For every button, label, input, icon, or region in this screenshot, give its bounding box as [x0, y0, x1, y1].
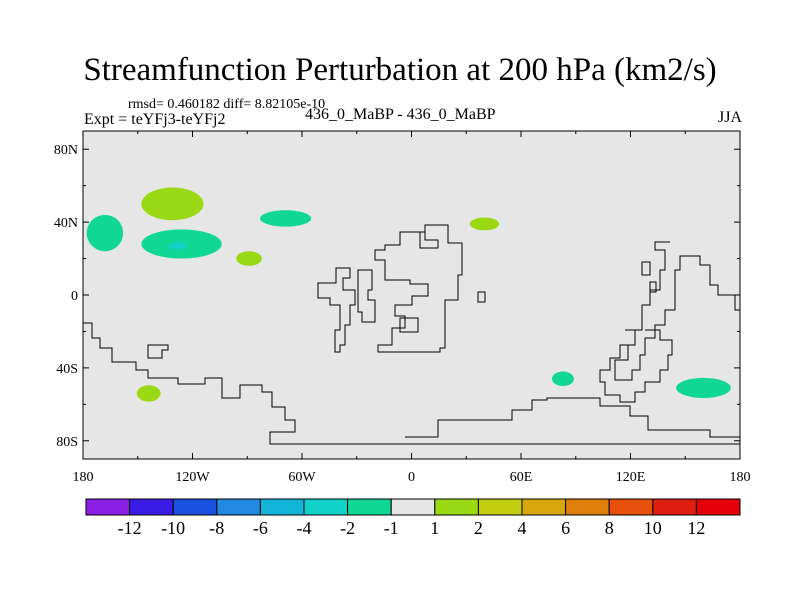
- anomaly-layer: [86, 187, 731, 402]
- anomaly-region-5: [260, 210, 312, 227]
- coastline-indonesia: [614, 241, 740, 381]
- x-tick-label: 180: [73, 470, 94, 485]
- colorbar-box: [390, 498, 436, 516]
- colorbar-label: -4: [297, 518, 312, 538]
- coastline-mediterranean: [419, 231, 439, 249]
- x-tick-label: 0: [408, 470, 415, 485]
- anomaly-region-1: [141, 187, 204, 221]
- anomaly-region-10: [676, 377, 731, 398]
- colorbar-label: 2: [474, 518, 483, 538]
- coastline-south-america: [317, 267, 356, 353]
- anomaly-region-9: [552, 371, 574, 387]
- coastline-island: [649, 281, 657, 293]
- colorbar-box: [347, 498, 392, 516]
- coastlines: [82, 224, 741, 445]
- anomaly-region-7: [469, 217, 500, 231]
- colorbar-label: -2: [340, 518, 355, 538]
- colorbar-label: -6: [253, 518, 268, 538]
- colorbar-box: [216, 498, 261, 516]
- season-label: JJA: [717, 109, 742, 126]
- coastline-japan: [641, 261, 651, 276]
- coastline-antarctica: [82, 311, 741, 445]
- coastline-east-south-america: [357, 269, 376, 323]
- colorbar-box: [172, 498, 218, 516]
- coastline-africa: [374, 224, 463, 353]
- x-tick-label: 120E: [616, 470, 646, 485]
- colorbar-box: [608, 498, 654, 516]
- colorbar-label: 6: [561, 518, 570, 538]
- colorbar-box: [259, 498, 305, 516]
- axis-ticks: 180 120W 60W 0 60E 120E 180 80N 40N 0 40S 80S: [54, 131, 751, 485]
- y-tick-label: 0: [71, 289, 78, 304]
- anomaly-region-2: [86, 214, 124, 252]
- colorbar-box: [477, 498, 523, 516]
- x-tick-label: 60W: [288, 470, 316, 485]
- colorbar-box: [695, 498, 741, 516]
- anomaly-region-8: [136, 385, 161, 402]
- colorbar-label: -1: [384, 518, 399, 538]
- colorbar-box: [85, 498, 131, 516]
- colorbar-box: [434, 498, 479, 516]
- colorbar-box: [652, 498, 697, 516]
- coastline-madagascar: [399, 317, 419, 333]
- colorbar-box: [303, 498, 349, 516]
- experiment-label: Expt = teYFj3-teYFj2: [84, 111, 226, 128]
- case-label: 436_0_MaBP - 436_0_MaBP: [305, 106, 496, 123]
- colorbar: -12 -10 -8 -6 -4 -2 -1 1 2 4 6 8 10 12: [85, 498, 741, 538]
- colorbar-label: 4: [518, 518, 527, 538]
- colorbar-label: -10: [161, 518, 185, 538]
- colorbar-label: 10: [644, 518, 662, 538]
- x-tick-label: 60E: [510, 470, 533, 485]
- coastline-pacific-islands: [147, 344, 169, 359]
- coastline-australia: [599, 329, 673, 403]
- colorbar-box: [521, 498, 567, 516]
- colorbar-box: [129, 498, 174, 516]
- x-tick-label: 120W: [175, 470, 210, 485]
- y-tick-label: 80S: [56, 435, 78, 450]
- y-tick-label: 40S: [56, 362, 78, 377]
- anomaly-region-6: [236, 251, 262, 266]
- coastline-india-island: [477, 291, 486, 303]
- colorbar-label: 8: [605, 518, 614, 538]
- colorbar-label: -8: [209, 518, 224, 538]
- map-background: [83, 131, 740, 459]
- colorbar-label: 1: [430, 518, 439, 538]
- y-tick-label: 40N: [54, 216, 78, 231]
- chart-title: Streamfunction Perturbation at 200 hPa (…: [83, 52, 717, 88]
- y-tick-label: 80N: [54, 143, 78, 158]
- anomaly-region-4: [168, 242, 188, 250]
- rmsd-diff-label: rmsd= 0.460182 diff= 8.82105e-10: [128, 97, 326, 112]
- x-tick-label: 180: [730, 470, 751, 485]
- colorbar-label: -12: [118, 518, 142, 538]
- colorbar-box: [565, 498, 610, 516]
- colorbar-label: 12: [687, 518, 705, 538]
